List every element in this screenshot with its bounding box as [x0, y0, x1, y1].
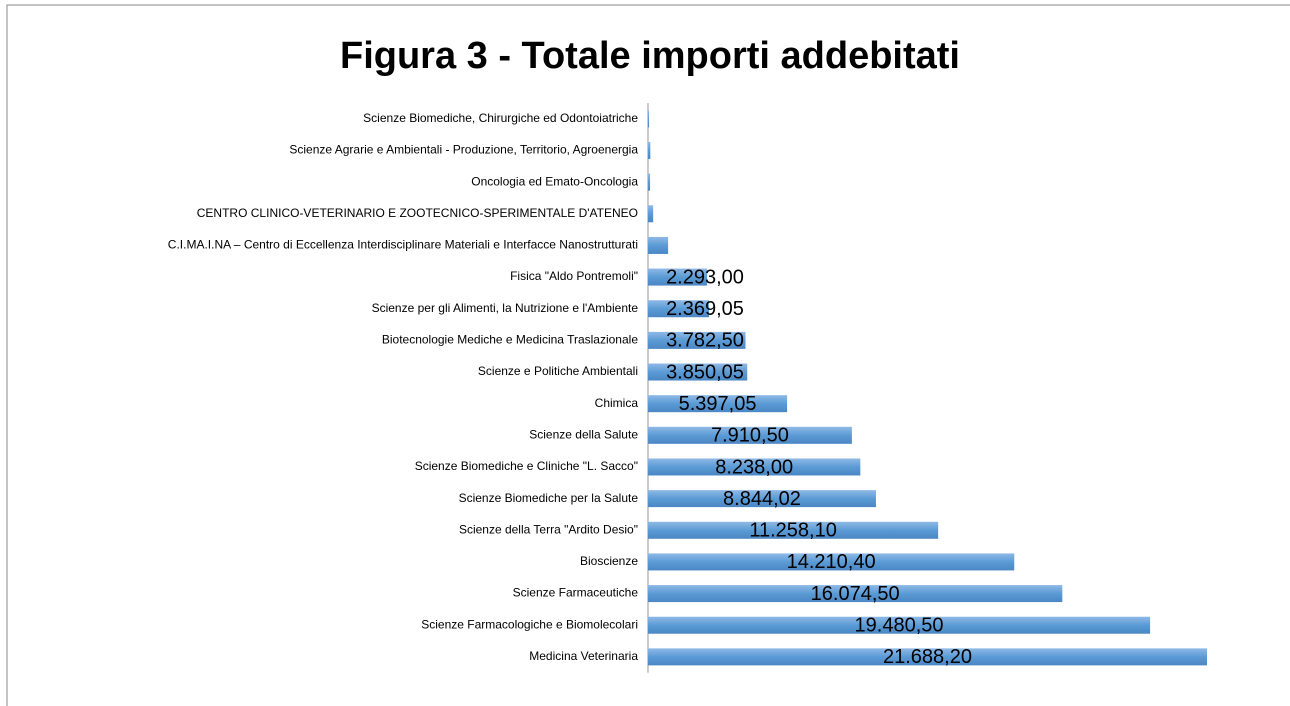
y-tick-label: Scienze Farmaceutiche	[513, 586, 639, 600]
y-tick-label: Medicina Veterinaria	[529, 649, 638, 663]
frame	[6, 4, 1290, 706]
bar	[648, 236, 669, 254]
y-tick-label: CENTRO CLINICO-VETERINARIO E ZOOTECNICO-…	[197, 206, 638, 220]
data-label: 11.258,10	[749, 520, 837, 542]
y-tick-label: C.I.MA.I.NA – Centro di Eccellenza Inter…	[168, 238, 638, 252]
bar	[648, 553, 1015, 571]
data-label: 2.293,00	[666, 266, 744, 288]
y-tick-label: Scienze Farmacologiche e Biomolecolari	[421, 617, 638, 631]
data-label: 7.910,50	[711, 425, 789, 447]
bar	[648, 173, 651, 191]
bar	[648, 363, 748, 381]
chart-title: Figura 3 - Totale importi addebitati	[340, 35, 960, 77]
data-label: 8.238,00	[715, 456, 793, 478]
bar	[648, 585, 1063, 603]
y-tick-label: Fisica "Aldo Pontremoli"	[510, 269, 638, 283]
y-tick-label: Bioscienze	[580, 554, 638, 568]
y-tick-label: Scienze della Salute	[529, 427, 638, 441]
y-tick-label: Scienze Biomediche e Cliniche "L. Sacco"	[415, 459, 638, 473]
data-label: 14.210,40	[787, 551, 876, 573]
y-tick-label: Scienze Agrarie e Ambientali - Produzion…	[289, 143, 638, 157]
y-tick-label: Scienze per gli Alimenti, la Nutrizione …	[372, 301, 639, 315]
bar	[648, 110, 650, 128]
bar	[648, 426, 852, 444]
data-label: 8.844,02	[723, 488, 801, 510]
y-tick-label: Chimica	[595, 396, 639, 410]
bar	[648, 648, 1207, 666]
bar	[648, 268, 708, 286]
y-tick-label: Scienze e Politiche Ambientali	[478, 364, 638, 378]
y-tick-label: Scienze Biomediche per la Salute	[459, 491, 639, 505]
bar	[648, 616, 1151, 634]
data-label: 5.397,05	[679, 393, 757, 415]
bar	[648, 141, 651, 159]
y-tick-label: Oncologia ed Emato-Oncologia	[471, 174, 638, 188]
bar	[648, 205, 654, 223]
data-label: 3.782,50	[666, 330, 744, 352]
bar	[648, 395, 788, 413]
data-label: 19.480,50	[855, 615, 944, 637]
bar	[648, 331, 746, 349]
y-tick-label: Scienze della Terra "Ardito Desio"	[459, 522, 638, 536]
y-tick-label: Biotecnologie Mediche e Medicina Traslaz…	[382, 333, 638, 347]
bar	[648, 458, 861, 476]
bar	[648, 521, 939, 539]
data-label: 2.369,05	[666, 298, 744, 320]
y-tick-label: Scienze Biomediche, Chirurgiche ed Odont…	[363, 111, 638, 125]
data-label: 3.850,05	[666, 361, 744, 383]
bar	[648, 490, 876, 508]
data-label: 16.074,50	[811, 583, 900, 605]
data-label: 21.688,20	[883, 646, 972, 668]
bar	[648, 300, 710, 318]
